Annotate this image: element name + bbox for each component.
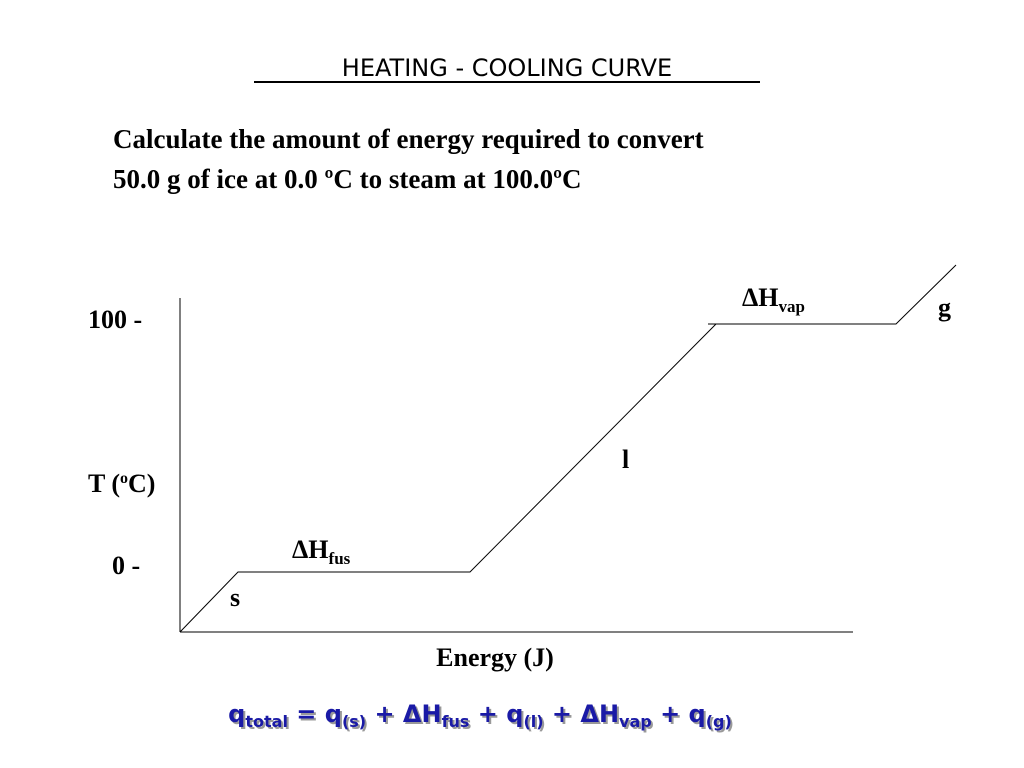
equation-text: qtotal = q(s) + ΔHfus + q(l) + ΔHvap + q… — [228, 700, 732, 731]
vaporization-label: ΔHvap — [742, 283, 805, 316]
equation-part: + q — [654, 702, 708, 730]
phase-label: s — [230, 583, 240, 612]
equation-part: + q — [469, 700, 523, 728]
equation-subscript: (l) — [525, 714, 545, 733]
delta-h: ΔH — [742, 283, 779, 312]
question-line: Calculate the amount of energy required … — [113, 124, 704, 154]
y-title-sup: o — [120, 470, 128, 487]
equation-subscript: total — [245, 712, 288, 731]
equation-part: = q — [290, 702, 344, 730]
equation-subscript: (s) — [344, 714, 368, 733]
equation-subscript: vap — [621, 714, 654, 733]
y-title-text: T ( — [88, 469, 120, 498]
equation-subscript: (g) — [706, 712, 732, 731]
y-label-bottom: 0 - — [112, 551, 140, 580]
equation-part: q — [228, 700, 245, 728]
equation-subscript: (g) — [708, 714, 734, 733]
subscript: fus — [329, 549, 351, 568]
equation-shadow: qtotal = q(s) + ΔHfus + q(l) + ΔHvap + q… — [230, 702, 734, 733]
subscript: vap — [779, 297, 805, 316]
equation-subscript: total — [247, 714, 290, 733]
delta-h: ΔH — [292, 535, 329, 564]
equation-subscript: vap — [619, 712, 652, 731]
equation-part: + q — [471, 702, 525, 730]
equation-part: + ΔH — [366, 700, 441, 728]
equation-subscript: (s) — [342, 712, 366, 731]
equation-part: + ΔH — [544, 700, 619, 728]
equation-part: + ΔH — [368, 702, 443, 730]
phase-label: l — [622, 445, 629, 474]
x-title: Energy (J) — [436, 643, 554, 672]
equation-subscript: fus — [442, 712, 470, 731]
equation-part: q — [230, 702, 247, 730]
equation: qtotal = q(s) + ΔHfus + q(l) + ΔHvap + q… — [228, 700, 734, 733]
y-title-text: C) — [128, 469, 155, 498]
y-title: T (oC) — [88, 469, 155, 498]
y-label-top: 100 - — [88, 305, 142, 334]
phase-label: g — [938, 293, 951, 322]
fusion-label: ΔHfus — [292, 535, 351, 568]
equation-subscript: fus — [444, 714, 472, 733]
equation-part: = q — [288, 700, 342, 728]
title: HEATING - COOLING CURVE — [342, 54, 672, 82]
question-line: 50.0 g of ice at 0.0 ºC to steam at 100.… — [113, 164, 581, 194]
equation-subscript: (l) — [523, 712, 543, 731]
equation-part: + ΔH — [546, 702, 621, 730]
equation-part: + q — [652, 700, 706, 728]
heating-curve — [179, 264, 957, 633]
